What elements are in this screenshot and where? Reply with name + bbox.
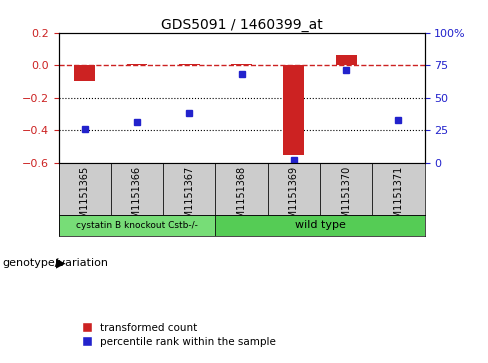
- Text: GSM1151366: GSM1151366: [132, 166, 142, 231]
- Title: GDS5091 / 1460399_at: GDS5091 / 1460399_at: [161, 18, 323, 32]
- Bar: [111, 163, 163, 215]
- Text: GSM1151371: GSM1151371: [393, 166, 404, 231]
- Bar: [126, 64, 147, 65]
- Bar: [320, 163, 372, 215]
- Text: cystatin B knockout Cstb-/-: cystatin B knockout Cstb-/-: [76, 221, 198, 230]
- Bar: [59, 163, 111, 215]
- Bar: [215, 163, 268, 215]
- Bar: [268, 163, 320, 215]
- Bar: [284, 65, 305, 155]
- Bar: [179, 64, 200, 65]
- Text: genotype/variation: genotype/variation: [2, 258, 108, 268]
- Bar: [336, 56, 357, 65]
- Legend: transformed count, percentile rank within the sample: transformed count, percentile rank withi…: [83, 323, 276, 347]
- Bar: [59, 215, 215, 236]
- Text: GSM1151368: GSM1151368: [237, 166, 246, 231]
- Text: GSM1151365: GSM1151365: [80, 166, 90, 231]
- Bar: [372, 163, 425, 215]
- Text: GSM1151367: GSM1151367: [184, 166, 194, 231]
- Bar: [215, 215, 425, 236]
- Text: GSM1151370: GSM1151370: [341, 166, 351, 231]
- Bar: [74, 65, 95, 81]
- Bar: [231, 64, 252, 65]
- Text: GSM1151369: GSM1151369: [289, 166, 299, 231]
- Text: ▶: ▶: [56, 257, 66, 270]
- Text: wild type: wild type: [295, 220, 346, 230]
- Bar: [163, 163, 215, 215]
